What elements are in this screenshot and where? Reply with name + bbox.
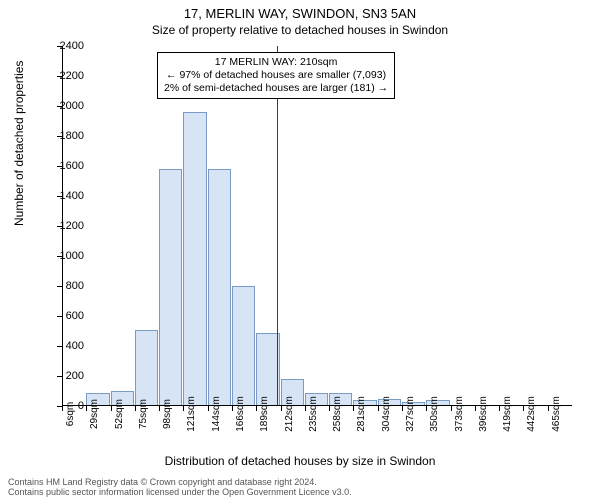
x-tick-mark — [499, 406, 500, 411]
x-tick-label: 281sqm — [356, 396, 367, 432]
x-tick-mark — [548, 406, 549, 411]
histogram-bar — [159, 169, 182, 406]
x-tick-mark — [353, 406, 354, 411]
x-tick-mark — [232, 406, 233, 411]
y-tick-label: 1000 — [44, 250, 84, 262]
annotation-line-1: 17 MERLIN WAY: 210sqm — [164, 56, 388, 69]
histogram-bar — [135, 330, 158, 407]
histogram-bar — [256, 333, 279, 407]
x-tick-mark — [329, 406, 330, 411]
x-tick-mark — [305, 406, 306, 411]
y-tick-label: 1800 — [44, 130, 84, 142]
x-tick-mark — [256, 406, 257, 411]
x-tick-label: 350sqm — [429, 396, 440, 432]
y-tick-label: 200 — [44, 370, 84, 382]
reference-line — [277, 46, 278, 406]
x-tick-label: 396sqm — [478, 396, 489, 432]
histogram-bar — [183, 112, 206, 406]
x-tick-label: 258sqm — [332, 396, 343, 432]
x-tick-label: 121sqm — [186, 396, 197, 432]
x-tick-mark — [523, 406, 524, 411]
x-tick-label: 52sqm — [114, 399, 125, 429]
chart-subtitle: Size of property relative to detached ho… — [0, 21, 600, 37]
footer-attribution: Contains HM Land Registry data © Crown c… — [8, 478, 352, 498]
y-tick-label: 1600 — [44, 160, 84, 172]
histogram-bar — [232, 286, 255, 406]
x-tick-label: 98sqm — [162, 399, 173, 429]
x-tick-label: 212sqm — [284, 396, 295, 432]
x-tick-label: 327sqm — [405, 396, 416, 432]
y-tick-label: 0 — [44, 400, 84, 412]
x-tick-mark — [426, 406, 427, 411]
annotation-box: 17 MERLIN WAY: 210sqm ← 97% of detached … — [157, 52, 395, 99]
x-axis-label: Distribution of detached houses by size … — [0, 454, 600, 468]
y-tick-label: 2400 — [44, 40, 84, 52]
x-tick-mark — [208, 406, 209, 411]
annotation-line-3: 2% of semi-detached houses are larger (1… — [164, 82, 388, 95]
x-tick-label: 304sqm — [381, 396, 392, 432]
x-tick-mark — [378, 406, 379, 411]
annotation-line-2: ← 97% of detached houses are smaller (7,… — [164, 69, 388, 82]
x-tick-label: 29sqm — [89, 399, 100, 429]
x-tick-mark — [86, 406, 87, 411]
x-tick-mark — [183, 406, 184, 411]
x-tick-mark — [451, 406, 452, 411]
chart-container: 17, MERLIN WAY, SWINDON, SN3 5AN Size of… — [0, 0, 600, 500]
y-tick-label: 1200 — [44, 220, 84, 232]
x-tick-label: 75sqm — [138, 399, 149, 429]
x-tick-mark — [475, 406, 476, 411]
x-tick-label: 465sqm — [551, 396, 562, 432]
x-tick-mark — [402, 406, 403, 411]
plot-area: 17 MERLIN WAY: 210sqm ← 97% of detached … — [62, 46, 572, 406]
y-tick-label: 400 — [44, 340, 84, 352]
x-tick-mark — [159, 406, 160, 411]
histogram-bar — [208, 169, 231, 406]
footer-line-2: Contains public sector information licen… — [8, 488, 352, 498]
x-tick-mark — [111, 406, 112, 411]
y-tick-label: 800 — [44, 280, 84, 292]
x-tick-label: 235sqm — [308, 396, 319, 432]
y-axis-label: Number of detached properties — [12, 61, 26, 226]
y-tick-label: 2200 — [44, 70, 84, 82]
x-tick-label: 144sqm — [211, 396, 222, 432]
x-tick-label: 189sqm — [259, 396, 270, 432]
x-tick-label: 6sqm — [65, 402, 76, 426]
y-tick-label: 2000 — [44, 100, 84, 112]
x-tick-label: 419sqm — [502, 396, 513, 432]
x-tick-label: 442sqm — [526, 396, 537, 432]
y-tick-label: 1400 — [44, 190, 84, 202]
x-tick-label: 373sqm — [454, 396, 465, 432]
x-tick-mark — [135, 406, 136, 411]
x-tick-label: 166sqm — [235, 396, 246, 432]
x-tick-mark — [281, 406, 282, 411]
y-tick-label: 600 — [44, 310, 84, 322]
chart-title: 17, MERLIN WAY, SWINDON, SN3 5AN — [0, 0, 600, 21]
